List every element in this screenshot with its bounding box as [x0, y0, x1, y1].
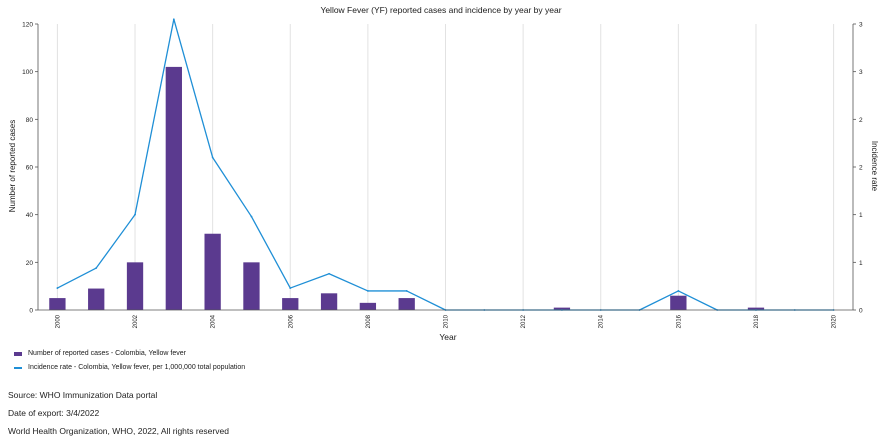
y-tick-label: 120	[22, 22, 33, 29]
bar	[165, 66, 182, 311]
line-point	[250, 215, 253, 218]
y-axis-label: Number of reported cases	[8, 120, 17, 213]
bar	[359, 302, 377, 310]
line-point	[289, 287, 292, 289]
line-point	[95, 267, 98, 269]
x-tick-label: 2000	[55, 314, 61, 328]
x-tick-label: 2008	[366, 314, 372, 328]
axes: 0 20 40 60 80 100 120 0 1 1 2 2 3 3 2000 2002 2004 2006 20…	[22, 22, 863, 329]
x-tick-label: 2002	[133, 314, 139, 328]
y-tick-label: 0	[29, 308, 33, 315]
y2-tick-label: 1	[859, 212, 863, 219]
y2-tick-label: 0	[859, 308, 863, 315]
y2-tick-label: 3	[859, 22, 863, 29]
bar	[320, 293, 338, 310]
y2-tick-label: 2	[859, 165, 863, 172]
y-tick-label: 60	[26, 165, 34, 172]
chart-title: Yellow Fever (YF) reported cases and inc…	[320, 5, 561, 15]
legend-item-cases[interactable]: Number of reported cases - Colombia, Yel…	[14, 350, 186, 357]
y2-tick-label: 1	[859, 260, 863, 267]
x-tick-label: 2014	[599, 314, 605, 328]
line-point	[328, 272, 330, 275]
yellow-fever-chart: 0 20 40 60 80 100 120 0 1 1 2 2 3 3 2000 2002 2004 2006 20…	[8, 5, 879, 342]
y-tick-label: 80	[26, 117, 34, 124]
footer-source: Source: WHO Immunization Data portal	[8, 390, 158, 400]
bar	[670, 295, 687, 310]
legend-label-incidence: Incidence rate - Colombia, Yellow fever,…	[28, 364, 246, 371]
footer-rights: World Health Organization, WHO, 2022, Al…	[8, 426, 229, 436]
y2-axis-label: Incidence rate	[870, 141, 879, 192]
line-point	[366, 290, 369, 292]
bar	[49, 298, 66, 310]
y-tick-label: 20	[26, 260, 34, 267]
y2-tick-label: 2	[859, 117, 863, 124]
y2-tick-label: 3	[859, 69, 863, 76]
bar	[747, 307, 765, 310]
x-tick-label: 2018	[754, 314, 760, 328]
grid-lines	[56, 24, 835, 310]
line-point	[172, 18, 175, 21]
line-point	[134, 213, 136, 216]
x-tick-label: 2016	[676, 314, 682, 328]
x-tick-label: 2006	[288, 314, 294, 328]
x-tick-label: 2012	[521, 314, 527, 328]
x-tick-label: 2004	[211, 314, 217, 328]
legend-item-incidence[interactable]: Incidence rate - Colombia, Yellow fever,…	[14, 364, 245, 371]
legend-swatch-bar	[14, 351, 22, 356]
y-tick-label: 40	[26, 212, 34, 219]
y-tick-label: 100	[22, 69, 33, 76]
bar	[553, 307, 571, 310]
bar	[398, 298, 415, 310]
line-point	[211, 156, 214, 159]
x-tick-label: 2010	[444, 314, 450, 328]
line-point	[677, 290, 680, 292]
legend-swatch-line	[14, 366, 22, 369]
bar	[243, 262, 260, 310]
x-tick-label: 2020	[832, 314, 838, 328]
bar	[88, 288, 105, 310]
footer-export-date: Date of export: 3/4/2022	[8, 408, 100, 418]
legend-label-cases: Number of reported cases - Colombia, Yel…	[28, 350, 186, 357]
bar	[126, 262, 144, 310]
bar-series	[49, 66, 765, 311]
bar	[282, 298, 299, 310]
bar	[204, 233, 221, 310]
x-axis-label: Year	[439, 332, 456, 342]
line-point	[56, 287, 59, 289]
line-point	[405, 290, 408, 292]
